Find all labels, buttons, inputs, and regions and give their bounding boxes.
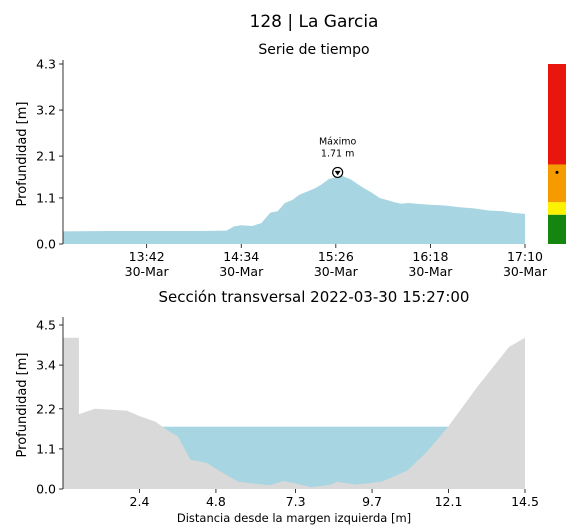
cross-section-x-tick-label: 7.3	[286, 494, 306, 509]
cross-section-y-tick-label: 4.5	[36, 318, 56, 333]
timeseries-x-tick-time: 13:42	[129, 249, 165, 264]
timeseries-x-tick-date: 30-Mar	[408, 264, 453, 279]
timeseries-y-tick-label: 1.1	[36, 190, 56, 205]
alert-level-segment	[548, 64, 566, 165]
cross-section-chart: Sección transversal 2022-03-30 15:27:00 …	[15, 288, 539, 525]
max-annotation-value: 1.71 m	[321, 148, 354, 159]
cross-section-x-tick-label: 4.8	[206, 494, 226, 509]
max-marker-triangle	[334, 170, 341, 176]
cross-section-y-tick-label: 3.4	[36, 358, 56, 373]
max-annotation-label: Máximo	[319, 136, 357, 147]
timeseries-x-tick-time: 14:34	[223, 249, 259, 264]
timeseries-y-axis-label: Profundidad [m]	[15, 102, 30, 207]
timeseries-x-tick-date: 30-Mar	[314, 264, 359, 279]
timeseries-y-tick-label: 0.0	[36, 237, 56, 252]
timeseries-area-series-0	[63, 172, 525, 244]
cross-section-x-axis-label: Distancia desde la margen izquierda [m]	[177, 511, 411, 525]
timeseries-y-tick-label: 3.2	[36, 103, 56, 118]
cross-section-y-tick-label: 1.1	[36, 441, 56, 456]
station-title: 128 | La Garcia	[250, 12, 379, 32]
timeseries-x-tick-time: 16:18	[412, 249, 448, 264]
alert-level-marker	[555, 170, 559, 174]
timeseries-y-tick-label: 2.1	[36, 149, 56, 164]
cross-section-y-tick-label: 2.2	[36, 401, 56, 416]
cross-section-x-tick-label: 2.4	[130, 494, 150, 509]
terrain-area	[63, 337, 525, 489]
cross-section-y-ticks: 0.0 1.1 2.2 3.4 4.5	[36, 318, 63, 497]
cross-section-area-layer	[63, 337, 525, 489]
timeseries-y-ticks: 0.0 1.1 2.1 3.2 4.3	[36, 57, 63, 252]
timeseries-area-layer	[63, 172, 525, 244]
alert-level-segment	[548, 164, 566, 203]
timeseries-x-tick-time: 15:26	[318, 249, 354, 264]
cross-section-x-ticks: 2.4 4.8 7.3 9.7 12.1 14.5	[130, 489, 539, 509]
timeseries-x-tick-date: 30-Mar	[219, 264, 264, 279]
timeseries-title: Serie de tiempo	[258, 42, 369, 58]
cross-section-y-tick-label: 0.0	[36, 482, 56, 497]
cross-section-x-tick-label: 12.1	[435, 494, 463, 509]
timeseries-x-tick-date: 30-Mar	[503, 264, 548, 279]
timeseries-x-tick-time: 17:10	[507, 249, 543, 264]
max-annotation: Máximo 1.71 m	[319, 136, 357, 179]
alert-level-segment	[548, 214, 566, 244]
cross-section-title: Sección transversal 2022-03-30 15:27:00	[159, 288, 470, 306]
timeseries-x-ticks: 13:4230-Mar14:3430-Mar15:2630-Mar16:1830…	[125, 244, 548, 279]
alert-level-bar	[548, 64, 566, 244]
alert-level-segment	[548, 202, 566, 215]
timeseries-y-tick-label: 4.3	[36, 57, 56, 72]
timeseries-chart: Serie de tiempo 0.01.12.13.24.3 13:4230-…	[15, 42, 566, 279]
cross-section-x-tick-label: 9.7	[362, 494, 382, 509]
cross-section-x-tick-label: 14.5	[511, 494, 539, 509]
cross-section-y-axis-label: Profundidad [m]	[15, 353, 30, 458]
timeseries-x-tick-date: 30-Mar	[125, 264, 170, 279]
